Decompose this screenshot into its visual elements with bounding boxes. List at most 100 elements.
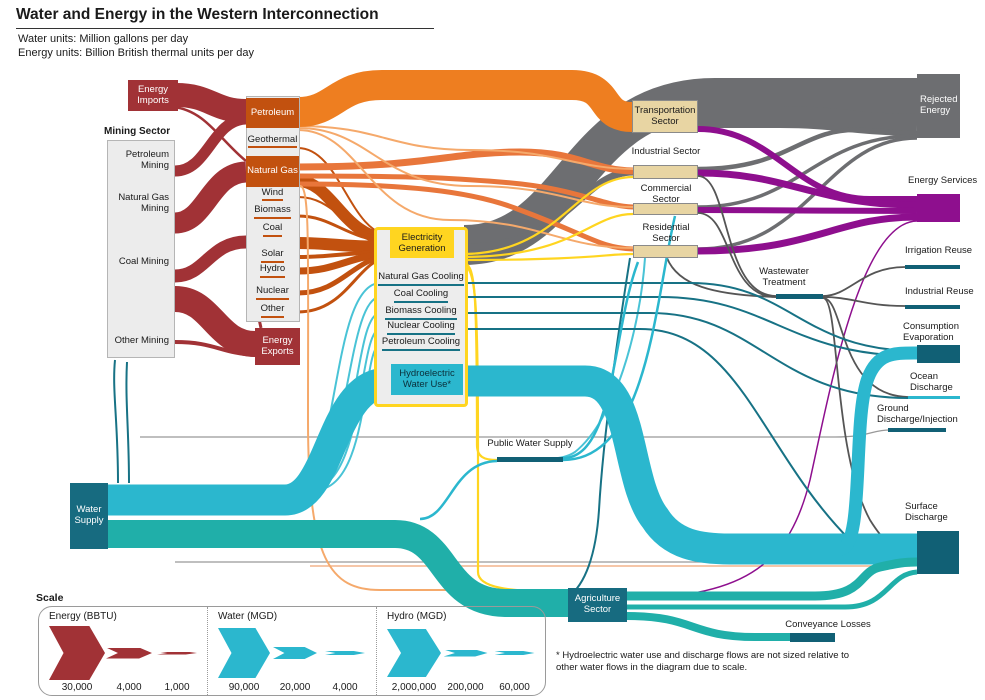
node-petroleum: Petroleum xyxy=(246,98,299,128)
scale-energy-small: 1,000 xyxy=(153,625,201,693)
page-title: Water and Energy in the Western Intercon… xyxy=(16,6,434,29)
scale-energy-medium: 4,000 xyxy=(105,625,153,693)
energy-small-arrow-icon xyxy=(157,651,197,655)
thin-orange-flows xyxy=(297,125,634,591)
scale-value: 60,000 xyxy=(499,682,530,693)
node-surface-discharge xyxy=(917,531,959,574)
scale-group-water: Water (MGD) 90,000 20,000 4,000 xyxy=(207,607,376,695)
flow-coalmining-to-exports xyxy=(173,286,257,357)
label-conveyance-losses: Conveyance Losses xyxy=(785,618,871,630)
node-other-mining: Other Mining xyxy=(114,334,169,346)
node-natural-gas: Natural Gas xyxy=(246,156,299,187)
label-residential-sector: Residential Sector xyxy=(642,222,690,244)
node-wind: Wind xyxy=(246,187,299,202)
scale-value: 200,000 xyxy=(447,682,484,693)
purple-energy-services-flows xyxy=(626,126,918,599)
scale-water-label: Water (MGD) xyxy=(218,611,278,622)
node-other-label: Other xyxy=(260,303,285,318)
water-medium-arrow-icon xyxy=(273,647,317,659)
flow-petroleum-to-transportation xyxy=(297,70,634,132)
node-biomass-label: Biomass xyxy=(254,204,291,219)
scale-value: 20,000 xyxy=(279,682,311,693)
node-nuclear-cooling-label: Nuclear Cooling xyxy=(387,320,455,335)
node-solar-label: Solar xyxy=(261,248,284,263)
node-conveyance-losses xyxy=(790,633,835,642)
node-natural-gas-cooling: Natural Gas Cooling xyxy=(377,271,465,286)
label-ocean-discharge: Ocean Discharge xyxy=(910,371,953,393)
label-ground-discharge: Ground Discharge/Injection xyxy=(877,403,958,425)
node-public-water-supply xyxy=(497,457,563,462)
mining-sector-label: Mining Sector xyxy=(104,126,171,137)
flow-ngmining-to-naturalgas xyxy=(173,161,248,234)
water-units-label: Water units: Million gallons per day xyxy=(18,33,189,45)
node-coal-label: Coal xyxy=(262,222,283,237)
flow-hydroelectric-to-surface xyxy=(460,365,917,565)
scale-value: 30,000 xyxy=(61,682,93,693)
energy-units-label: Energy units: Billion British thermal un… xyxy=(18,47,254,59)
flow-agriculture-to-conveyance xyxy=(626,612,790,641)
scale-energy-large: 30,000 xyxy=(49,625,105,693)
label-energy-services: Energy Services xyxy=(908,174,978,186)
node-rejected-energy: Rejected Energy xyxy=(917,74,960,138)
node-nuclear: Nuclear xyxy=(246,285,299,300)
scale-legend: Energy (BBTU) 30,000 4,000 1,000 Water (… xyxy=(38,606,546,696)
scale-water-large: 90,000 xyxy=(218,625,270,693)
node-natural-gas-mining: Natural Gas Mining xyxy=(118,192,169,214)
node-coal-cooling-label: Coal Cooling xyxy=(393,288,449,303)
label-irrigation-reuse: Irrigation Reuse xyxy=(905,244,973,256)
node-hydro: Hydro xyxy=(246,263,299,278)
scale-water-small: 4,000 xyxy=(320,625,370,693)
node-nuclear-cooling: Nuclear Cooling xyxy=(377,320,465,335)
node-petroleum-cooling-label: Petroleum Cooling xyxy=(381,336,461,351)
fuel-column-group xyxy=(246,96,300,322)
node-nuclear-label: Nuclear xyxy=(256,285,289,300)
scale-energy-label: Energy (BBTU) xyxy=(49,611,117,622)
label-public-water-supply: Public Water Supply xyxy=(487,437,573,449)
scale-title: Scale xyxy=(36,592,64,604)
footnote: * Hydroelectric water use and discharge … xyxy=(556,650,850,673)
flow-coalmining-to-coal xyxy=(174,235,247,283)
node-wastewater-treatment xyxy=(776,294,823,299)
node-industrial-reuse xyxy=(905,305,960,309)
node-coal-mining: Coal Mining xyxy=(118,255,169,267)
flow-imports-to-petroleum xyxy=(175,83,247,123)
scale-value: 2,000,000 xyxy=(391,682,437,693)
node-transportation-sector: Transportation Sector xyxy=(632,100,698,133)
node-energy-services xyxy=(917,194,960,222)
label-consumption-evaporation: Consumption Evaporation xyxy=(903,321,959,343)
node-irrigation-reuse xyxy=(905,265,960,269)
node-energy-exports: Energy Exports xyxy=(255,328,300,365)
flow-petmining-to-petroleum xyxy=(174,113,247,177)
scale-value: 4,000 xyxy=(116,682,142,693)
flow-to-consumption-evaporation xyxy=(837,346,918,556)
big-water-flows xyxy=(108,346,918,641)
node-geothermal-label: Geothermal xyxy=(247,134,298,149)
label-commercial-sector: Commercial Sector xyxy=(640,183,692,205)
hydro-medium-arrow-icon xyxy=(443,649,488,657)
node-commercial-sector xyxy=(633,203,698,215)
scale-hydro-large: 2,000,000 xyxy=(387,625,441,693)
hydro-small-arrow-icon xyxy=(494,651,535,655)
label-wastewater-treatment: Wastewater Treatment xyxy=(759,266,809,288)
node-geothermal: Geothermal xyxy=(246,134,299,149)
energy-medium-arrow-icon xyxy=(106,647,152,659)
hydro-large-arrow-icon xyxy=(387,629,441,677)
node-biomass-cooling-label: Biomass Cooling xyxy=(385,305,457,320)
label-surface-discharge: Surface Discharge xyxy=(905,501,948,523)
node-biomass-cooling: Biomass Cooling xyxy=(377,305,465,320)
node-hydro-label: Hydro xyxy=(259,263,286,278)
node-agriculture-sector: Agriculture Sector xyxy=(568,588,627,622)
scale-hydro-medium: 200,000 xyxy=(441,625,490,693)
scale-value: 1,000 xyxy=(164,682,190,693)
red-energy-flows xyxy=(172,83,263,357)
node-ocean-discharge xyxy=(908,396,960,399)
node-industrial-sector xyxy=(633,165,698,179)
scale-value: 4,000 xyxy=(332,682,358,693)
node-coal: Coal xyxy=(246,222,299,237)
node-coal-cooling: Coal Cooling xyxy=(377,288,465,303)
scale-value: 90,000 xyxy=(228,682,260,693)
flow-watersupply-to-agriculture xyxy=(108,520,568,617)
scale-group-energy: Energy (BBTU) 30,000 4,000 1,000 xyxy=(39,607,207,695)
node-biomass: Biomass xyxy=(246,204,299,219)
